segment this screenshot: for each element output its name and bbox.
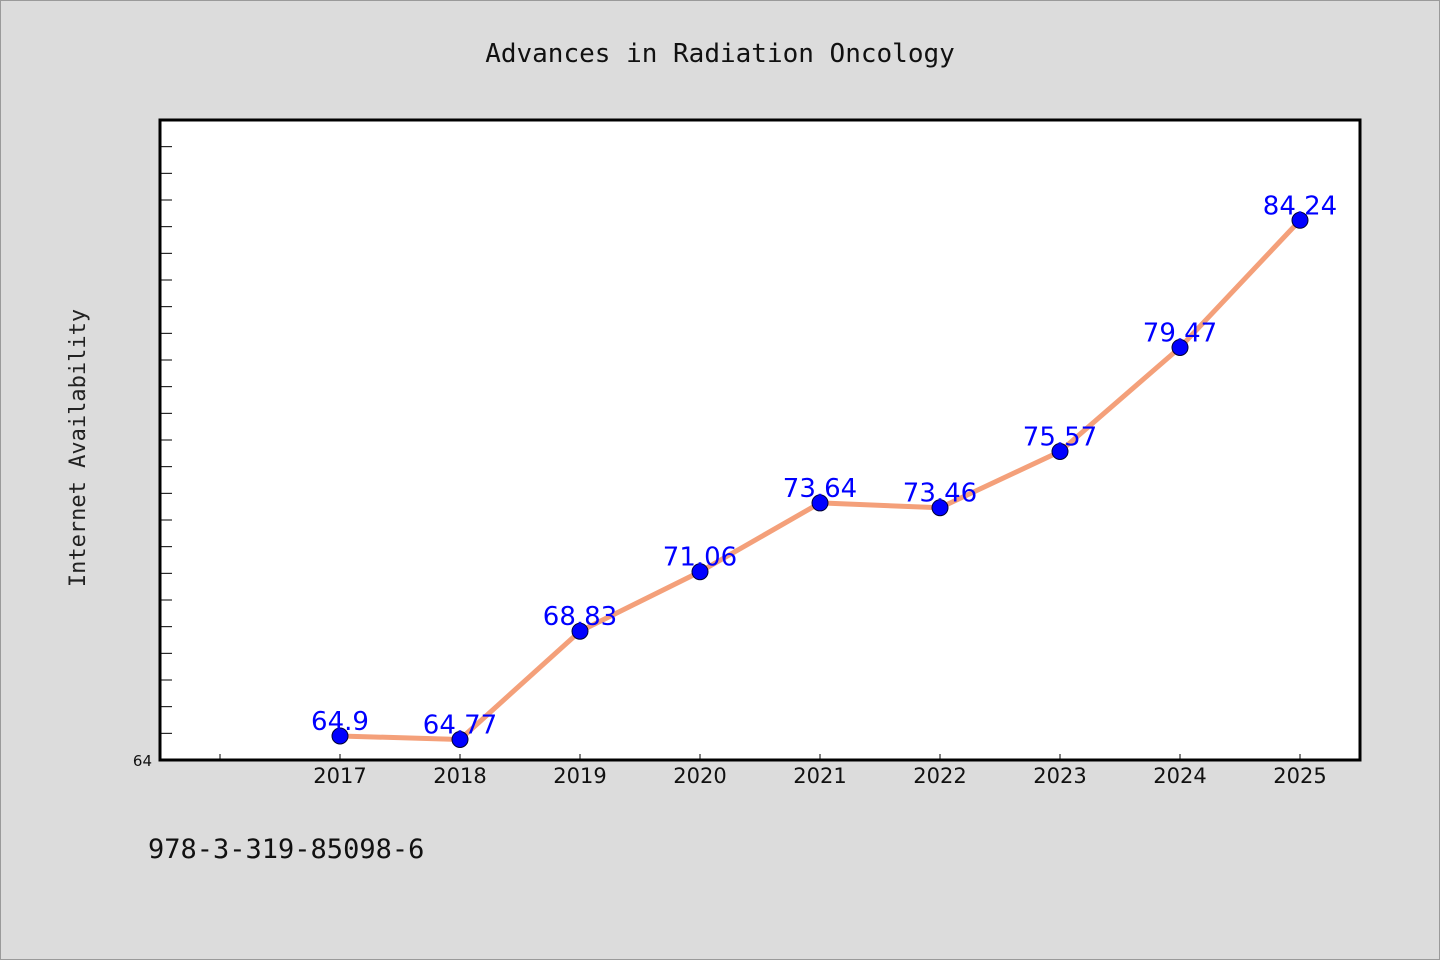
x-tick-label: 2023 <box>1033 764 1086 788</box>
data-point-marker <box>571 622 589 640</box>
chart-title: Advances in Radiation Oncology <box>485 39 955 69</box>
x-axis-tick-labels: 2017 2018 2019 2020 2021 2022 2023 2024 2025 <box>313 764 1326 788</box>
data-point-label: 64.77 <box>423 710 497 740</box>
isbn-text: 978-3-319-85098-6 <box>148 834 425 865</box>
data-point-label: 64.9 <box>311 707 369 737</box>
data-point-label: 73.46 <box>903 479 977 509</box>
data-point-marker <box>811 494 829 512</box>
x-tick-label: 2021 <box>793 764 846 788</box>
data-point-label: 84.24 <box>1263 191 1337 221</box>
y-axis-tick-labels: 64 <box>133 752 152 770</box>
data-point-marker <box>451 730 469 748</box>
data-point-marker <box>1291 211 1309 229</box>
x-tick-label: 2017 <box>313 764 366 788</box>
x-tick-label: 2024 <box>1153 764 1206 788</box>
plot-area <box>158 118 1362 762</box>
data-point-label: 71.06 <box>663 543 737 573</box>
data-point-marker <box>691 563 709 581</box>
x-tick-label: 2020 <box>673 764 726 788</box>
y-tick-label: 64 <box>133 752 152 770</box>
y-axis-label: Internet Availability <box>66 309 91 587</box>
x-tick-label: 2022 <box>913 764 966 788</box>
y-axis-ticks <box>159 146 172 734</box>
x-tick-label: 2019 <box>553 764 606 788</box>
x-tick-label: 2025 <box>1273 764 1326 788</box>
data-point-label: 79.47 <box>1143 318 1217 348</box>
x-axis-ticks <box>219 754 1301 760</box>
data-point-marker <box>331 727 349 745</box>
data-point-label: 75.57 <box>1023 422 1097 452</box>
data-point-marker <box>1171 338 1189 356</box>
x-tick-label: 2018 <box>433 764 486 788</box>
data-point-marker <box>1051 442 1069 460</box>
data-point-marker <box>931 499 949 517</box>
data-point-label: 73.64 <box>783 474 857 504</box>
data-labels: 64.9 64.77 68.83 71.06 73.64 73.46 75.57 79.47 8… <box>311 191 1337 740</box>
series-markers <box>331 211 1309 748</box>
data-point-label: 68.83 <box>543 602 617 632</box>
